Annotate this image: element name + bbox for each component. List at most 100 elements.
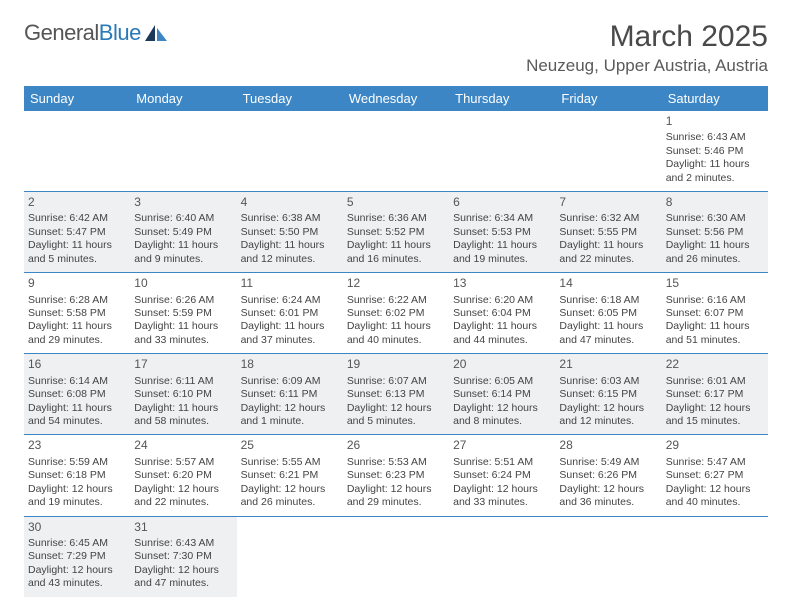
calendar-cell: 25 Sunrise: 5:55 AMSunset: 6:21 PMDayligh…	[237, 435, 343, 516]
day-number: 19	[347, 357, 445, 372]
weekday-header: Thursday	[449, 86, 555, 111]
day-number: 21	[559, 357, 657, 372]
day-details: Sunrise: 6:18 AMSunset: 6:05 PMDaylight:…	[559, 294, 657, 348]
day-number: 24	[134, 438, 232, 453]
calendar-cell: 15Sunrise: 6:16 AMSunset: 6:07 PMDayligh…	[662, 273, 768, 354]
calendar-cell	[555, 111, 661, 192]
calendar-cell: 11 Sunrise: 6:24 AMSunset: 6:01 PMDayligh…	[237, 273, 343, 354]
day-details: Sunrise: 6:24 AMSunset: 6:01 PMDaylight:…	[241, 294, 339, 348]
calendar-cell: 14 Sunrise: 6:18 AMSunset: 6:05 PMDayligh…	[555, 273, 661, 354]
day-number: 28	[559, 438, 657, 453]
day-number: 30	[28, 520, 126, 535]
logo-text: GeneralBlue	[24, 20, 141, 46]
title-block: March 2025 Neuzeug, Upper Austria, Austr…	[526, 20, 768, 76]
calendar-row: 16 Sunrise: 6:14 AMSunset: 6:08 PMDayligh…	[24, 354, 768, 435]
calendar-row: 1Sunrise: 6:43 AMSunset: 5:46 PMDaylight…	[24, 111, 768, 192]
day-details: Sunrise: 6:20 AMSunset: 6:04 PMDaylight:…	[453, 294, 551, 348]
calendar-row: 30 Sunrise: 6:45 AMSunset: 7:29 PMDayligh…	[24, 516, 768, 597]
calendar-cell: 19Sunrise: 6:07 AMSunset: 6:13 PMDayligh…	[343, 354, 449, 435]
calendar-cell: 12 Sunrise: 6:22 AMSunset: 6:02 PMDayligh…	[343, 273, 449, 354]
day-details: Sunrise: 6:38 AMSunset: 5:50 PMDaylight:…	[241, 212, 339, 266]
calendar-cell	[555, 516, 661, 597]
day-details: Sunrise: 6:11 AMSunset: 6:10 PMDaylight:…	[134, 375, 232, 429]
logo: GeneralBlue	[24, 20, 169, 46]
calendar-cell: 16 Sunrise: 6:14 AMSunset: 6:08 PMDayligh…	[24, 354, 130, 435]
calendar-row: 2Sunrise: 6:42 AMSunset: 5:47 PMDaylight…	[24, 192, 768, 273]
calendar-cell: 23 Sunrise: 5:59 AMSunset: 6:18 PMDayligh…	[24, 435, 130, 516]
calendar-cell	[24, 111, 130, 192]
day-details: Sunrise: 6:01 AMSunset: 6:17 PMDaylight:…	[666, 375, 764, 429]
logo-text-b: Blue	[99, 20, 141, 45]
calendar-cell: 5 Sunrise: 6:36 AMSunset: 5:52 PMDaylight…	[343, 192, 449, 273]
day-number: 3	[134, 195, 232, 210]
calendar-cell: 24 Sunrise: 5:57 AMSunset: 6:20 PMDayligh…	[130, 435, 236, 516]
day-number: 26	[347, 438, 445, 453]
weekday-header: Monday	[130, 86, 236, 111]
calendar-cell	[449, 111, 555, 192]
day-number: 17	[134, 357, 232, 372]
day-number: 9	[28, 276, 126, 291]
day-details: Sunrise: 6:30 AMSunset: 5:56 PMDaylight:…	[666, 212, 764, 266]
day-details: Sunrise: 5:55 AMSunset: 6:21 PMDaylight:…	[241, 456, 339, 510]
page-title: March 2025	[526, 20, 768, 54]
day-details: Sunrise: 6:34 AMSunset: 5:53 PMDaylight:…	[453, 212, 551, 266]
calendar-cell: 7 Sunrise: 6:32 AMSunset: 5:55 PMDaylight…	[555, 192, 661, 273]
calendar-cell: 2Sunrise: 6:42 AMSunset: 5:47 PMDaylight…	[24, 192, 130, 273]
calendar-row: 23 Sunrise: 5:59 AMSunset: 6:18 PMDayligh…	[24, 435, 768, 516]
day-number: 11	[241, 276, 339, 291]
day-details: Sunrise: 5:49 AMSunset: 6:26 PMDaylight:…	[559, 456, 657, 510]
calendar-cell	[343, 516, 449, 597]
weekday-header: Sunday	[24, 86, 130, 111]
calendar-cell: 3 Sunrise: 6:40 AMSunset: 5:49 PMDaylight…	[130, 192, 236, 273]
day-details: Sunrise: 6:32 AMSunset: 5:55 PMDaylight:…	[559, 212, 657, 266]
calendar-cell: 17 Sunrise: 6:11 AMSunset: 6:10 PMDayligh…	[130, 354, 236, 435]
day-details: Sunrise: 6:14 AMSunset: 6:08 PMDaylight:…	[28, 375, 126, 429]
day-number: 20	[453, 357, 551, 372]
calendar-cell	[449, 516, 555, 597]
calendar-cell: 6 Sunrise: 6:34 AMSunset: 5:53 PMDaylight…	[449, 192, 555, 273]
day-details: Sunrise: 5:51 AMSunset: 6:24 PMDaylight:…	[453, 456, 551, 510]
day-number: 13	[453, 276, 551, 291]
day-number: 27	[453, 438, 551, 453]
day-number: 23	[28, 438, 126, 453]
day-details: Sunrise: 6:43 AMSunset: 7:30 PMDaylight:…	[134, 537, 232, 591]
logo-text-a: General	[24, 20, 99, 45]
calendar-cell	[237, 111, 343, 192]
day-number: 15	[666, 276, 764, 291]
weekday-header: Saturday	[662, 86, 768, 111]
day-details: Sunrise: 6:22 AMSunset: 6:02 PMDaylight:…	[347, 294, 445, 348]
day-details: Sunrise: 5:57 AMSunset: 6:20 PMDaylight:…	[134, 456, 232, 510]
calendar-cell	[237, 516, 343, 597]
calendar-cell: 4Sunrise: 6:38 AMSunset: 5:50 PMDaylight…	[237, 192, 343, 273]
calendar-cell: 21Sunrise: 6:03 AMSunset: 6:15 PMDayligh…	[555, 354, 661, 435]
day-details: Sunrise: 5:59 AMSunset: 6:18 PMDaylight:…	[28, 456, 126, 510]
calendar-cell: 26Sunrise: 5:53 AMSunset: 6:23 PMDayligh…	[343, 435, 449, 516]
day-number: 10	[134, 276, 232, 291]
logo-sail-icon	[143, 23, 169, 43]
day-number: 7	[559, 195, 657, 210]
calendar-cell: 9Sunrise: 6:28 AMSunset: 5:58 PMDaylight…	[24, 273, 130, 354]
calendar-cell: 18Sunrise: 6:09 AMSunset: 6:11 PMDayligh…	[237, 354, 343, 435]
day-number: 14	[559, 276, 657, 291]
calendar-cell: 30 Sunrise: 6:45 AMSunset: 7:29 PMDayligh…	[24, 516, 130, 597]
calendar-cell: 1Sunrise: 6:43 AMSunset: 5:46 PMDaylight…	[662, 111, 768, 192]
day-number: 16	[28, 357, 126, 372]
day-details: Sunrise: 6:40 AMSunset: 5:49 PMDaylight:…	[134, 212, 232, 266]
weekday-header-row: Sunday Monday Tuesday Wednesday Thursday…	[24, 86, 768, 111]
calendar-cell: 29Sunrise: 5:47 AMSunset: 6:27 PMDayligh…	[662, 435, 768, 516]
day-details: Sunrise: 6:45 AMSunset: 7:29 PMDaylight:…	[28, 537, 126, 591]
day-number: 29	[666, 438, 764, 453]
day-details: Sunrise: 6:36 AMSunset: 5:52 PMDaylight:…	[347, 212, 445, 266]
day-number: 12	[347, 276, 445, 291]
calendar-table: Sunday Monday Tuesday Wednesday Thursday…	[24, 86, 768, 597]
calendar-cell: 31Sunrise: 6:43 AMSunset: 7:30 PMDayligh…	[130, 516, 236, 597]
calendar-cell: 13 Sunrise: 6:20 AMSunset: 6:04 PMDayligh…	[449, 273, 555, 354]
day-number: 5	[347, 195, 445, 210]
weekday-header: Tuesday	[237, 86, 343, 111]
location-text: Neuzeug, Upper Austria, Austria	[526, 56, 768, 76]
calendar-cell: 28 Sunrise: 5:49 AMSunset: 6:26 PMDayligh…	[555, 435, 661, 516]
day-number: 6	[453, 195, 551, 210]
calendar-cell: 20Sunrise: 6:05 AMSunset: 6:14 PMDayligh…	[449, 354, 555, 435]
day-details: Sunrise: 6:09 AMSunset: 6:11 PMDaylight:…	[241, 375, 339, 429]
day-number: 25	[241, 438, 339, 453]
